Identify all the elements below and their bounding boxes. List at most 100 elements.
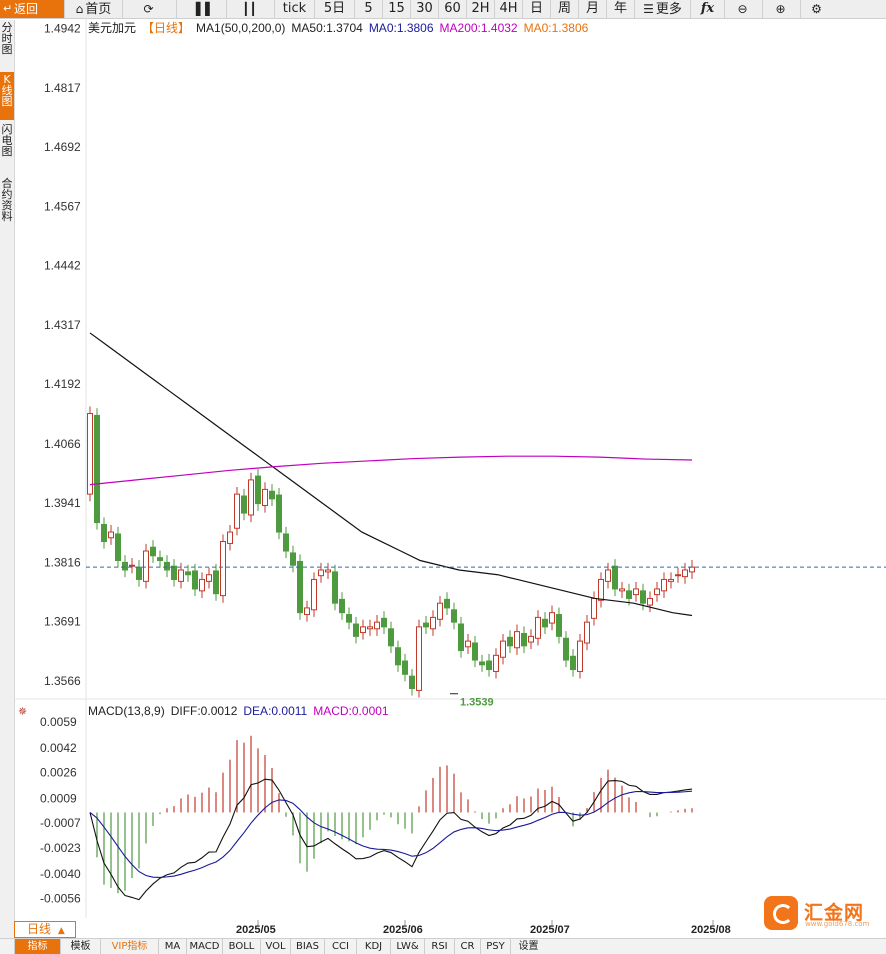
toolbar-item-5[interactable]: 5 xyxy=(354,0,382,18)
toolbar-item-settings[interactable]: ⚙ xyxy=(800,0,834,18)
price-tick-label: 1.4942 xyxy=(44,22,81,36)
indicator-tab-7[interactable]: BIAS xyxy=(290,939,324,954)
indicator-tab-10[interactable]: LW& xyxy=(390,939,424,954)
logo-mark-icon xyxy=(764,896,798,930)
candle-up xyxy=(325,569,331,573)
toolbar-item-candlestick[interactable]: ┃┃ xyxy=(226,0,274,18)
toolbar-item-refresh[interactable]: ⟳ xyxy=(122,0,176,18)
candle-up xyxy=(206,574,212,582)
candle-up xyxy=(220,541,226,597)
back-button[interactable]: ↵ 返回 xyxy=(0,0,64,18)
dea-line xyxy=(89,790,693,878)
x-tick-label: 2025/08 xyxy=(691,924,731,936)
candlestick-icon: ┃┃ xyxy=(242,2,257,16)
indicator-tab-11[interactable]: RSI xyxy=(424,939,454,954)
toolbar-item-周[interactable]: 周 xyxy=(550,0,578,18)
macd-tick-label: -0.0040 xyxy=(40,867,81,881)
toolbar-label: 5日 xyxy=(323,1,346,16)
candle-up xyxy=(108,531,114,539)
toolbar-label: 60 xyxy=(444,1,461,16)
indicator-tab-12[interactable]: CR xyxy=(454,939,480,954)
candle-down xyxy=(192,570,198,590)
indicator-tab-1[interactable]: 模板 xyxy=(60,939,100,954)
toolbar-item-bar-chart[interactable]: ▐▐ xyxy=(176,0,226,18)
candle-down xyxy=(381,617,387,628)
logo-url: www.gold678.com xyxy=(805,920,870,928)
indicator-tab-4[interactable]: MACD xyxy=(186,939,222,954)
legend-symbol: 美元加元 xyxy=(88,21,136,35)
toolbar-item-15[interactable]: 15 xyxy=(382,0,410,18)
toolbar-item-30[interactable]: 30 xyxy=(410,0,438,18)
indicator-tab-13[interactable]: PSY xyxy=(480,939,510,954)
toolbar-item-2h[interactable]: 2H xyxy=(466,0,494,18)
toolbar-label: tick xyxy=(282,1,307,16)
period-select-value: 日线 xyxy=(27,922,52,936)
macd-tick-label: 0.0059 xyxy=(40,715,77,729)
top-toolbar: ↵ 返回 ⌂ 首页 ⟳ ▐▐ ┃┃ tick 5日 5 15 30 60 2H 4H 日周月年 ☰ 更多 fx ⊖… xyxy=(0,0,886,19)
toolbar-label: 2H xyxy=(471,1,490,16)
candle-up xyxy=(143,550,149,582)
price-tick-label: 1.4692 xyxy=(44,140,81,154)
candle-down xyxy=(563,637,569,661)
toolbar-label: 30 xyxy=(416,1,433,16)
indicator-tab-0[interactable]: 指标 xyxy=(14,939,60,954)
indicator-tab-5[interactable]: BOLL xyxy=(222,939,260,954)
candle-up xyxy=(248,479,254,516)
candle-down xyxy=(164,561,170,571)
candle-down xyxy=(185,571,191,576)
nav-item-1[interactable]: K线图 xyxy=(0,72,14,120)
candle-down xyxy=(451,609,457,623)
toolbar-item-4h[interactable]: 4H xyxy=(494,0,522,18)
indicator-tab-9[interactable]: KDJ xyxy=(356,939,390,954)
ma50-line xyxy=(89,332,693,617)
toolbar-label: 更多 xyxy=(655,2,682,17)
toolbar-item-年[interactable]: 年 xyxy=(606,0,634,18)
candle-up xyxy=(605,569,611,582)
legend-ma0a: MA0:1.3806 xyxy=(369,21,434,35)
toolbar-item-月[interactable]: 月 xyxy=(578,0,606,18)
toolbar-item-fx[interactable]: fx xyxy=(690,0,724,18)
macd-tick-label: 0.0026 xyxy=(40,766,77,780)
price-tick-label: 1.4066 xyxy=(44,437,81,451)
legend-ma50: MA50:1.3704 xyxy=(291,21,363,35)
price-tick-label: 1.4317 xyxy=(44,318,81,332)
macd-legend-dea: DEA:0.0011 xyxy=(243,704,307,718)
x-tick-label: 2025/06 xyxy=(383,924,423,936)
toolbar-item-zoom-out[interactable]: ⊖ xyxy=(724,0,762,18)
price-tick-label: 1.4567 xyxy=(44,199,81,213)
macd-tick-label: -0.0056 xyxy=(40,891,81,905)
price-tick-label: 1.4817 xyxy=(44,81,81,95)
indicator-tab-6[interactable]: VOL xyxy=(260,939,290,954)
logo: 汇金网 www.gold678.com xyxy=(764,896,880,930)
low-price-label: 1.3539 xyxy=(460,697,494,709)
period-select[interactable]: 日线 ▲ xyxy=(14,921,76,938)
toolbar-item-首页[interactable]: ⌂ 首页 xyxy=(64,0,122,18)
candle-down xyxy=(241,495,247,514)
toolbar-label: 年 xyxy=(613,1,627,16)
candle-down xyxy=(276,494,282,533)
candle-up xyxy=(500,640,506,658)
toolbar-item-更多[interactable]: ☰ 更多 xyxy=(634,0,690,18)
toolbar-item-zoom-in[interactable]: ⊕ xyxy=(762,0,800,18)
indicator-tab-8[interactable]: CCI xyxy=(324,939,356,954)
indicator-tab-3[interactable]: MA xyxy=(158,939,186,954)
candle-up xyxy=(129,564,135,567)
toolbar-label: 日 xyxy=(529,1,543,16)
candle-down xyxy=(101,523,107,543)
toolbar-item-日[interactable]: 日 xyxy=(522,0,550,18)
price-chart[interactable]: 1.4942 1.4817 1.4692 1.4567 1.4442 1.4317 1.41… xyxy=(14,18,886,938)
toolbar-item-60[interactable]: 60 xyxy=(438,0,466,18)
nav-item-0[interactable]: 分时图 xyxy=(1,21,13,56)
toolbar-item-tick[interactable]: tick xyxy=(274,0,314,18)
indicator-tab-2[interactable]: VIP指标 xyxy=(100,939,158,954)
nav-item-2[interactable]: 闪电图 xyxy=(1,123,13,158)
indicator-bar: 指标 模板 VIP指标 MA MACD BOLL VOL BIAS CCI KDJ LW& RSI CR… xyxy=(0,938,886,954)
main-legend: 美元加元 【日线】 MA1(50,0,200,0) MA50:1.3704 MA0:1.… xyxy=(88,21,589,35)
nav-item-3[interactable]: 合约资料 xyxy=(1,177,13,223)
toolbar-item-5日[interactable]: 5日 xyxy=(314,0,354,18)
indicator-tab-14[interactable]: 设置 xyxy=(510,939,546,954)
candle-down xyxy=(157,557,163,562)
diff-line xyxy=(89,778,693,901)
candle-up xyxy=(654,588,660,596)
candle-up xyxy=(584,621,590,644)
